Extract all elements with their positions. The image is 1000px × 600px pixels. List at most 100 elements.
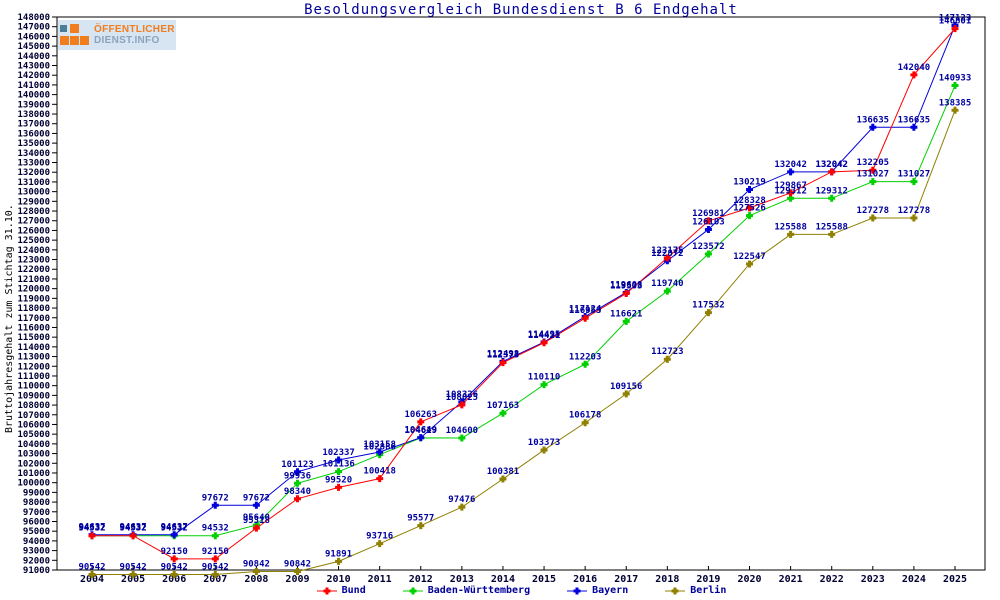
data-point-marker bbox=[704, 225, 712, 233]
x-tick-label: 2023 bbox=[861, 574, 885, 585]
data-point-label: 101123 bbox=[281, 460, 314, 470]
data-point-marker bbox=[252, 524, 260, 532]
y-tick-label: 132000 bbox=[17, 168, 50, 178]
data-point-label: 122547 bbox=[733, 252, 766, 262]
data-point-label: 136635 bbox=[857, 115, 890, 125]
data-point-marker bbox=[417, 434, 425, 442]
data-point-marker bbox=[746, 186, 754, 194]
data-point-label: 94532 bbox=[120, 524, 147, 534]
y-tick-label: 103000 bbox=[17, 450, 50, 460]
data-point-label: 90842 bbox=[284, 560, 311, 570]
y-tick-label: 143000 bbox=[17, 62, 50, 72]
data-point-label: 114421 bbox=[528, 331, 561, 341]
data-point-label: 95640 bbox=[243, 513, 270, 523]
data-point-label: 92150 bbox=[161, 547, 188, 557]
data-point-marker bbox=[581, 314, 589, 322]
y-tick-label: 134000 bbox=[17, 149, 50, 159]
y-tick-label: 95000 bbox=[23, 527, 50, 537]
data-point-marker bbox=[211, 570, 219, 578]
logo-square-orange bbox=[60, 36, 69, 45]
y-tick-label: 133000 bbox=[17, 159, 50, 169]
data-point-marker bbox=[951, 106, 959, 114]
data-point-marker bbox=[417, 418, 425, 426]
data-point-marker bbox=[869, 166, 877, 174]
data-point-marker bbox=[540, 381, 548, 389]
logo-square-teal bbox=[60, 25, 67, 32]
data-point-label: 138385 bbox=[939, 98, 972, 108]
data-point-label: 132042 bbox=[815, 160, 848, 170]
y-tick-label: 117000 bbox=[17, 314, 50, 324]
x-tick-label: 2011 bbox=[368, 574, 392, 585]
data-point-marker bbox=[746, 204, 754, 212]
x-tick-label: 2015 bbox=[532, 574, 556, 585]
data-point-label: 102886 bbox=[363, 443, 396, 453]
data-point-label: 103158 bbox=[363, 440, 396, 450]
data-point-marker bbox=[129, 532, 137, 540]
legend-label: Bayern bbox=[592, 585, 629, 596]
y-tick-label: 123000 bbox=[17, 256, 50, 266]
data-point-label: 101136 bbox=[322, 460, 355, 470]
data-point-label: 94637 bbox=[161, 523, 188, 533]
data-point-label: 127278 bbox=[898, 206, 931, 216]
data-point-marker bbox=[951, 25, 959, 33]
data-point-marker bbox=[170, 531, 178, 539]
y-tick-label: 108000 bbox=[17, 401, 50, 411]
data-point-label: 142040 bbox=[898, 63, 931, 73]
series-line-1 bbox=[92, 85, 956, 537]
data-point-label: 112498 bbox=[487, 349, 520, 359]
plot-border bbox=[56, 16, 986, 571]
x-tick-label: 2017 bbox=[614, 574, 638, 585]
data-point-label: 104619 bbox=[405, 426, 438, 436]
data-point-label: 116953 bbox=[569, 306, 602, 316]
y-tick-label: 119000 bbox=[17, 294, 50, 304]
y-tick-label: 111000 bbox=[17, 372, 50, 382]
y-tick-label: 121000 bbox=[17, 275, 50, 285]
data-point-label: 126981 bbox=[692, 209, 725, 219]
data-point-label: 119608 bbox=[610, 280, 643, 290]
data-point-marker bbox=[88, 570, 96, 578]
x-tick-label: 2012 bbox=[409, 574, 433, 585]
data-point-label: 90542 bbox=[161, 562, 188, 572]
y-tick-label: 144000 bbox=[17, 52, 50, 62]
data-point-marker bbox=[663, 287, 671, 295]
y-tick-label: 107000 bbox=[17, 411, 50, 421]
y-tick-label: 115000 bbox=[17, 333, 50, 343]
y-tick-label: 126000 bbox=[17, 226, 50, 236]
data-point-marker bbox=[704, 250, 712, 258]
chart-legend: Bund Baden-Württemberg Bayern Berlin bbox=[57, 585, 985, 596]
data-point-label: 127526 bbox=[733, 204, 766, 214]
y-tick-label: 141000 bbox=[17, 81, 50, 91]
y-tick-label: 118000 bbox=[17, 304, 50, 314]
data-point-label: 97476 bbox=[448, 495, 475, 505]
y-tick-label: 105000 bbox=[17, 430, 50, 440]
y-axis-title: Bruttojahresgehalt zum Stichtag 31.10. bbox=[4, 204, 15, 433]
y-tick-label: 122000 bbox=[17, 265, 50, 275]
data-point-label: 122872 bbox=[651, 249, 684, 259]
legend-marker-icon bbox=[567, 587, 588, 594]
y-tick-label: 104000 bbox=[17, 440, 50, 450]
data-point-label: 140933 bbox=[939, 74, 972, 84]
data-point-label: 95577 bbox=[407, 514, 434, 524]
y-tick-label: 100000 bbox=[17, 479, 50, 489]
data-point-label: 108025 bbox=[446, 393, 479, 403]
data-point-label: 95318 bbox=[243, 516, 270, 526]
x-tick-label: 2008 bbox=[244, 574, 268, 585]
series-line-2 bbox=[92, 25, 956, 536]
y-tick-label: 99000 bbox=[23, 488, 50, 498]
x-tick-label: 2016 bbox=[573, 574, 597, 585]
series-line-3 bbox=[92, 110, 956, 575]
data-point-label: 94532 bbox=[78, 524, 105, 534]
data-point-label: 114495 bbox=[528, 330, 561, 340]
data-point-label: 136635 bbox=[898, 115, 931, 125]
data-point-marker bbox=[211, 555, 219, 563]
y-tick-label: 140000 bbox=[17, 91, 50, 101]
logo-line1: ÖFFENTLICHER bbox=[94, 24, 175, 35]
data-point-marker bbox=[458, 434, 466, 442]
data-point-label: 90842 bbox=[243, 560, 270, 570]
y-tick-label: 94000 bbox=[23, 537, 50, 547]
data-point-marker bbox=[335, 483, 343, 491]
y-tick-label: 145000 bbox=[17, 42, 50, 52]
data-point-label: 97672 bbox=[243, 493, 270, 503]
y-tick-label: 98000 bbox=[23, 498, 50, 508]
site-logo: ÖFFENTLICHER DIENST.INFO bbox=[58, 20, 176, 50]
